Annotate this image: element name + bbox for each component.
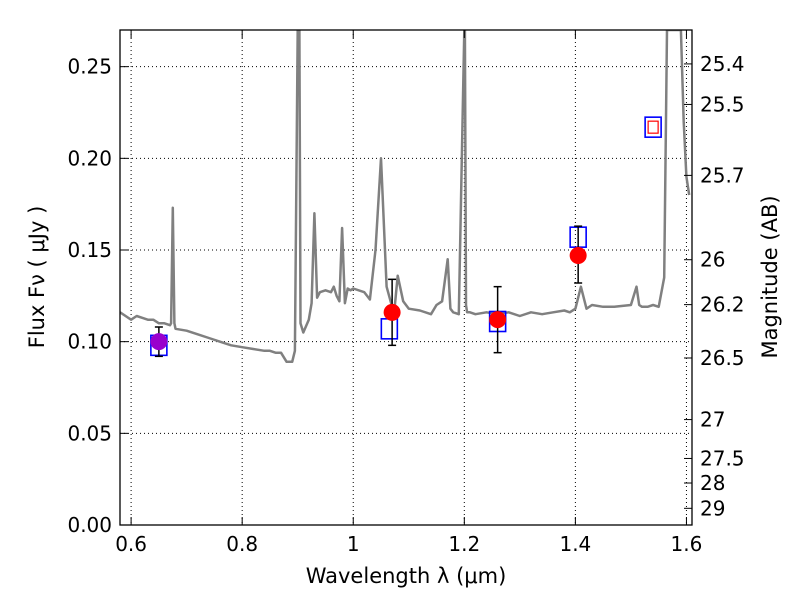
y-axis-ticks: 0.00 0.05 0.10 0.15 0.20 0.25 bbox=[67, 55, 128, 537]
x-tick-label: 0.8 bbox=[226, 532, 258, 556]
observed-point bbox=[150, 333, 168, 351]
x-tick-label: 1.4 bbox=[559, 532, 591, 556]
x-axis-label: Wavelength λ (μm) bbox=[306, 564, 507, 588]
y2-axis-label: Magnitude (AB) bbox=[758, 195, 782, 358]
y-tick-label: 0.00 bbox=[67, 513, 112, 537]
x-axis-ticks: 0.6 0.8 1 1.2 1.4 1.6 bbox=[115, 30, 702, 556]
y-tick-label: 0.05 bbox=[67, 421, 112, 445]
x-tick-label: 1.2 bbox=[448, 532, 480, 556]
observed-point bbox=[383, 303, 401, 321]
y-axis-label: Flux Fν ( μJy ) bbox=[25, 206, 49, 349]
y2-tick-label: 25.7 bbox=[700, 163, 745, 187]
observed-point bbox=[489, 311, 507, 329]
model-point-inner bbox=[647, 120, 659, 134]
grid bbox=[120, 30, 692, 526]
y2-tick-label: 29 bbox=[700, 496, 725, 520]
model-point bbox=[644, 116, 662, 138]
y-tick-label: 0.10 bbox=[67, 330, 112, 354]
plot-frame bbox=[119, 29, 693, 526]
marks-layer bbox=[150, 116, 662, 358]
model-point bbox=[380, 318, 399, 340]
x-tick-label: 0.6 bbox=[115, 532, 147, 556]
spectrum-line bbox=[120, 30, 691, 364]
y2-tick-label: 25.5 bbox=[700, 92, 745, 116]
y-tick-label: 0.20 bbox=[67, 146, 112, 170]
y2-tick-label: 27.5 bbox=[700, 446, 745, 470]
y-tick-label: 0.15 bbox=[67, 238, 112, 262]
y2-tick-label: 26 bbox=[700, 248, 725, 272]
spectrum-layer bbox=[120, 30, 691, 364]
x-tick-label: 1.6 bbox=[671, 532, 703, 556]
observed-point bbox=[569, 247, 587, 264]
y2-tick-label: 25.4 bbox=[700, 52, 745, 76]
x-tick-label: 1 bbox=[347, 532, 360, 556]
y2-tick-label: 27 bbox=[700, 408, 725, 432]
y2-tick-label: 26.2 bbox=[700, 293, 745, 317]
y2-tick-label: 26.5 bbox=[700, 346, 745, 370]
y-tick-label: 0.25 bbox=[67, 55, 112, 79]
y2-tick-label: 28 bbox=[700, 471, 725, 495]
